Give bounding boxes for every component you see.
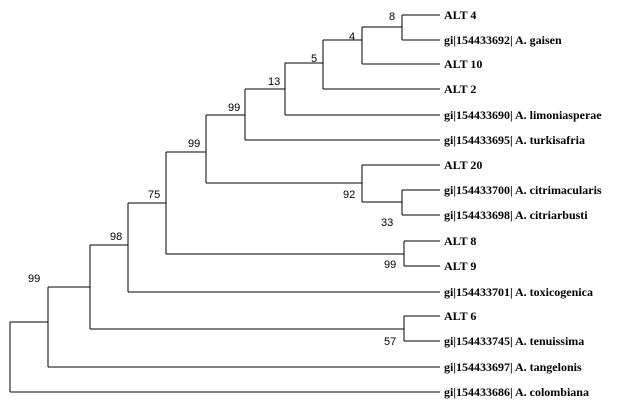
bootstrap-value: 75: [148, 189, 160, 201]
bootstrap-value: 99: [228, 102, 240, 114]
branch-root: [9, 321, 440, 393]
branch-node-128: [127, 202, 440, 293]
taxon-label-tenuissima: gi|154433745| A. tenuissima: [444, 334, 584, 348]
bootstrap-value: 92: [343, 189, 355, 201]
bootstrap-value: 98: [110, 231, 122, 243]
branch-alt4-gaisen: [401, 14, 440, 41]
branch-alt6-tenuissima: [403, 315, 440, 342]
taxon-label-tangelonis: gi|154433697| A. tangelonis: [444, 360, 582, 374]
bootstrap-value: 99: [28, 273, 40, 285]
taxon-label-citriarbusti: gi|154433698| A. citriarbusti: [444, 208, 588, 222]
taxon-label-limoniasperae: gi|154433690| A. limoniasperae: [444, 108, 602, 122]
taxon-label-alt8: ALT 8: [444, 234, 476, 248]
branch-citrimacularis-citriarbusti: [401, 189, 440, 216]
taxon-label-alt2: ALT 2: [444, 82, 476, 96]
branch-node-323: [322, 39, 440, 90]
bootstrap-value: 13: [268, 76, 280, 88]
taxon-label-colombiana: gi|154433686| A. colombiana: [444, 385, 589, 399]
taxon-label-toxicogenica: gi|154433701| A. toxicogenica: [444, 285, 593, 299]
bootstrap-value: 99: [188, 138, 200, 150]
taxon-label-alt20: ALT 20: [444, 158, 482, 172]
branch-node-285: [284, 62, 440, 116]
branch-node-245: [244, 88, 440, 141]
branch-node-90: [89, 244, 404, 330]
taxon-label-alt4: ALT 4: [444, 8, 476, 22]
bootstrap-value: 4: [349, 31, 355, 43]
bootstrap-value: 5: [311, 53, 317, 65]
taxon-label-turkisafria: gi|154433695| A. turkisafria: [444, 133, 585, 147]
bootstrap-value: 8: [389, 11, 395, 23]
bootstrap-value: 33: [381, 217, 393, 229]
branch-node-166: [165, 151, 404, 255]
branch-citri-group: [361, 164, 440, 203]
branch-node-48: [47, 286, 440, 368]
taxon-label-gaisen: gi|154433692| A. gaisen: [444, 33, 562, 47]
taxon-label-alt9: ALT 9: [444, 259, 476, 273]
bootstrap-value: 57: [384, 336, 396, 348]
branch-alt8-alt9: [403, 240, 440, 267]
branch-node-362: [361, 26, 440, 65]
branch-node-206: [205, 114, 362, 184]
taxon-label-citrimacularis: gi|154433700| A. citrimacularis: [444, 183, 602, 197]
taxon-label-alt6: ALT 6: [444, 309, 476, 323]
bootstrap-value: 99: [384, 259, 396, 271]
taxon-label-alt10: ALT 10: [444, 57, 482, 71]
